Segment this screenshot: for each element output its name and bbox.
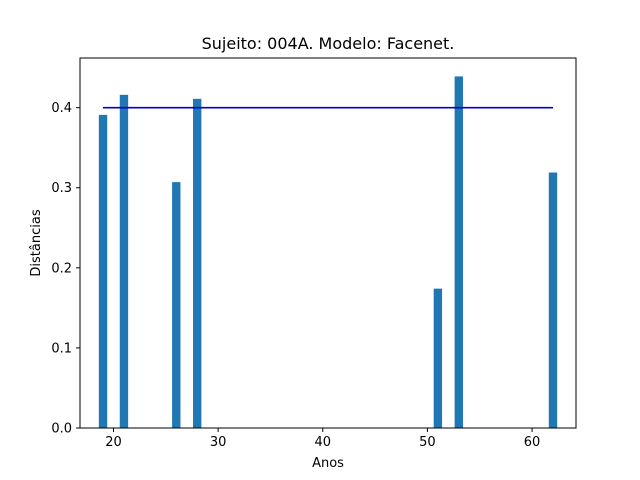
- x-tick-label-20: 20: [105, 435, 122, 450]
- x-axis-ticks: 20 30 40 50 60: [105, 428, 540, 450]
- x-tick-label-40: 40: [314, 435, 331, 450]
- bar-62: [548, 172, 558, 428]
- plot-area: [80, 58, 576, 428]
- y-axis-ticks: 0.0 0.1 0.2 0.3 0.4: [51, 101, 80, 437]
- y-tick-label-0: 0.0: [51, 422, 72, 437]
- bar-53: [454, 76, 463, 428]
- y-tick-label-2: 0.2: [51, 261, 72, 276]
- y-tick-label-3: 0.3: [51, 181, 72, 196]
- chart-title: Sujeito: 004A. Modelo: Facenet.: [202, 34, 455, 53]
- y-tick-label-1: 0.1: [51, 341, 72, 356]
- bar-51: [433, 288, 443, 428]
- y-tick-label-4: 0.4: [51, 101, 72, 116]
- bar-19: [98, 114, 108, 428]
- bar-21: [119, 94, 129, 428]
- bar-26: [172, 182, 181, 428]
- x-tick-label-60: 60: [524, 435, 541, 450]
- plot-frame: [79, 57, 577, 429]
- x-axis-label: Anos: [312, 456, 344, 471]
- x-tick-label-30: 30: [210, 435, 227, 450]
- bar-28: [193, 98, 202, 429]
- bars-group: [98, 76, 558, 429]
- x-tick-label-50: 50: [419, 435, 436, 450]
- y-axis-label: Distâncias: [29, 209, 44, 276]
